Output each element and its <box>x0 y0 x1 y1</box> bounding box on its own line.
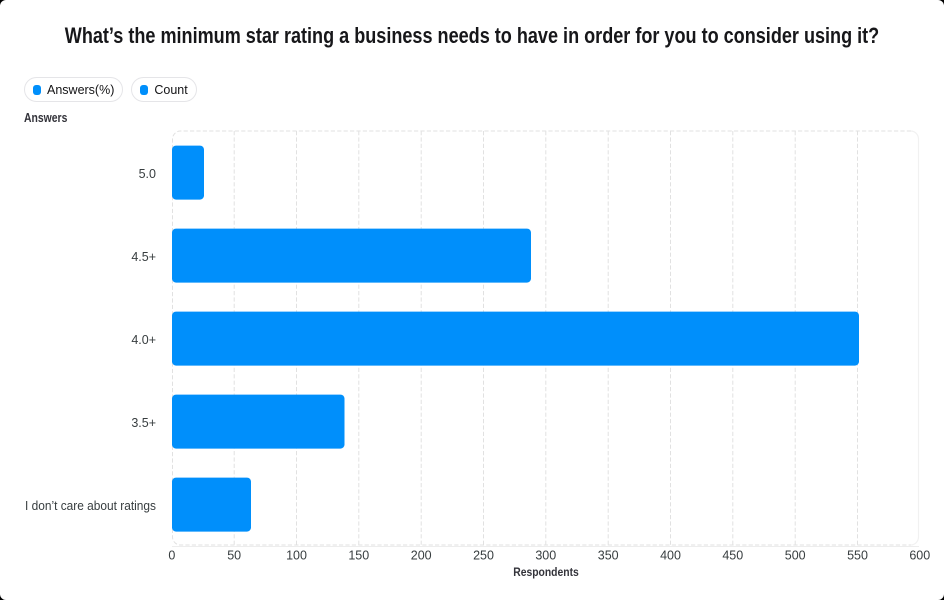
svg-text:450: 450 <box>722 549 743 563</box>
svg-text:100: 100 <box>286 549 307 563</box>
svg-text:350: 350 <box>598 549 619 563</box>
svg-text:4.5+: 4.5+ <box>131 250 156 264</box>
svg-text:200: 200 <box>411 549 432 563</box>
svg-text:150: 150 <box>348 549 369 563</box>
svg-text:500: 500 <box>785 549 806 563</box>
svg-text:300: 300 <box>535 549 556 563</box>
svg-text:0: 0 <box>168 549 175 563</box>
svg-text:3.5+: 3.5+ <box>131 416 156 430</box>
svg-text:250: 250 <box>473 549 494 563</box>
svg-text:5.0: 5.0 <box>139 167 156 181</box>
svg-text:4.0+: 4.0+ <box>131 333 156 347</box>
svg-text:I don’t care about ratings: I don’t care about ratings <box>25 499 156 513</box>
svg-text:600: 600 <box>909 549 930 563</box>
svg-text:400: 400 <box>660 549 681 563</box>
svg-text:50: 50 <box>227 549 241 563</box>
svg-text:550: 550 <box>847 549 868 563</box>
